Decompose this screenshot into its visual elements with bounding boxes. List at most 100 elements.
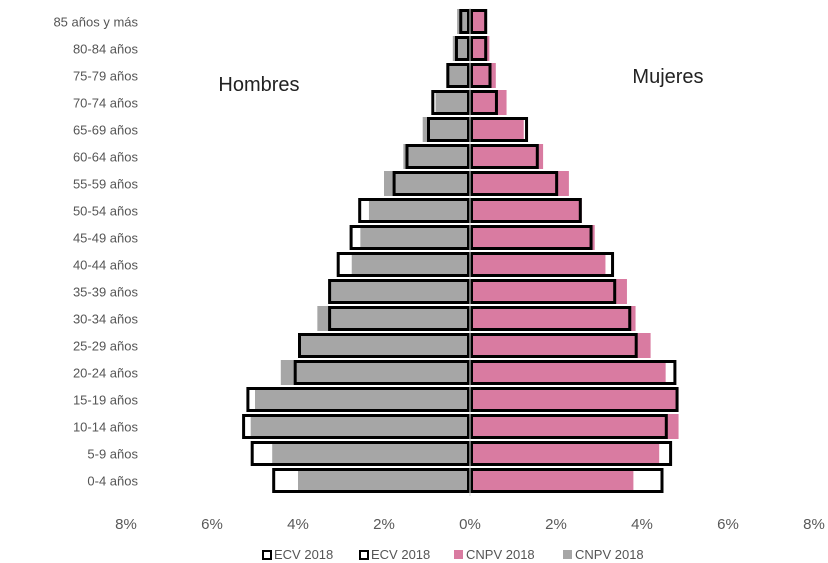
legend-swatch [262,550,272,560]
bar-cnpv-2018-men-4 [280,360,470,385]
bar-outline-ecv-2018-women-15 [470,63,492,88]
bar-outline-ecv-2018-men-7 [328,279,470,304]
bar-cnpv-2018-women-2 [470,414,679,439]
bar-cnpv-2018-women-0 [470,468,634,493]
bar-cnpv-2018-men-1 [272,441,470,466]
category-label: 5-9 años [87,447,138,462]
bar-cnpv-2018-women-9 [470,225,595,250]
bar-cnpv-2018-men-12 [403,144,470,169]
x-tick-label: 8% [115,516,137,533]
outline-bars-layer [242,9,679,493]
x-axis-tick-labels: 8% 6% 4% 2% 0% 2% 4% 6% 8% [115,516,825,533]
bar-cnpv-2018-men-0 [298,468,470,493]
bar-outline-ecv-2018-men-1 [250,441,470,466]
x-tick-label: 4% [287,516,309,533]
bar-cnpv-2018-men-9 [360,225,470,250]
bar-outline-ecv-2018-men-15 [446,63,471,88]
category-label: 20-24 años [73,366,139,381]
bar-outline-ecv-2018-women-12 [470,144,539,169]
bar-cnpv-2018-men-2 [250,414,470,439]
category-label: 40-44 años [73,258,139,273]
bar-outline-ecv-2018-men-8 [336,252,471,277]
x-tick-label: 6% [201,516,223,533]
category-label: 60-64 años [73,150,139,165]
bar-cnpv-2018-women-7 [470,279,627,304]
category-label: 55-59 años [73,177,139,192]
legend-swatch [454,550,463,559]
category-label: 30-34 años [73,312,139,327]
bar-outline-ecv-2018-women-16 [470,36,488,61]
bar-outline-ecv-2018-women-2 [470,414,668,439]
bar-cnpv-2018-men-6 [317,306,470,331]
x-tick-label: 0% [459,516,481,533]
bar-cnpv-2018-women-13 [470,117,524,142]
bar-cnpv-2018-women-4 [470,360,666,385]
bar-cnpv-2018-women-3 [470,387,679,412]
bar-outline-ecv-2018-men-3 [246,387,470,412]
x-tick-label: 8% [803,516,825,533]
bar-outline-ecv-2018-women-7 [470,279,617,304]
bar-cnpv-2018-women-12 [470,144,544,169]
category-label: 45-49 años [73,231,139,246]
category-label: 25-29 años [73,339,139,354]
bar-cnpv-2018-men-13 [422,117,470,142]
bar-outline-ecv-2018-men-2 [242,414,470,439]
bar-cnpv-2018-men-8 [351,252,470,277]
chart-legend: ECV 2018 ECV 2018 CNPV 2018 CNPV 2018 [262,547,644,562]
bar-outline-ecv-2018-men-16 [454,36,471,61]
bar-outline-ecv-2018-men-12 [405,144,470,169]
category-label: 75-79 años [73,69,139,84]
legend-swatch [563,550,572,559]
bar-cnpv-2018-men-11 [384,171,470,196]
bar-cnpv-2018-women-11 [470,171,569,196]
bar-cnpv-2018-men-5 [298,333,470,358]
category-label: 80-84 años [73,42,139,57]
bar-outline-ecv-2018-men-5 [298,333,470,358]
bar-cnpv-2018-women-10 [470,198,582,223]
x-tick-label: 4% [631,516,653,533]
legend-label: ECV 2018 [371,547,430,562]
bar-outline-ecv-2018-women-14 [470,90,498,115]
category-label: 85 años y más [53,15,138,30]
category-label: 10-14 años [73,420,139,435]
panel-label-men: Hombres [218,74,299,96]
category-label: 70-74 años [73,96,139,111]
bar-outline-ecv-2018-men-11 [392,171,471,196]
x-tick-label: 2% [545,516,567,533]
category-label: 35-39 años [73,285,139,300]
bar-outline-ecv-2018-women-6 [470,306,632,331]
bar-outline-ecv-2018-women-9 [470,225,593,250]
bar-cnpv-2018-men-14 [435,90,470,115]
bar-cnpv-2018-women-5 [470,333,651,358]
legend-label: CNPV 2018 [466,547,535,562]
bar-outline-ecv-2018-men-9 [349,225,471,250]
filled-bars-layer [250,9,679,493]
category-label: 0-4 años [87,474,138,489]
category-label: 50-54 años [73,204,139,219]
bar-outline-ecv-2018-women-3 [470,387,679,412]
bar-outline-ecv-2018-men-13 [427,117,470,142]
bar-cnpv-2018-women-8 [470,252,606,277]
bar-outline-ecv-2018-women-0 [470,468,664,493]
bar-outline-ecv-2018-men-4 [293,360,471,385]
bar-outline-ecv-2018-women-10 [470,198,582,223]
bar-outline-ecv-2018-women-8 [470,252,615,277]
bar-outline-ecv-2018-men-6 [328,306,470,331]
x-tick-label: 6% [717,516,739,533]
bar-cnpv-2018-men-15 [446,63,470,88]
bar-cnpv-2018-women-15 [470,63,496,88]
bar-outline-ecv-2018-men-0 [272,468,471,493]
bar-cnpv-2018-women-17 [470,9,486,34]
legend-swatch [359,550,369,560]
category-labels: 0-4 años 5-9 años 10-14 años 15-19 años 20-2… [53,15,138,489]
bar-cnpv-2018-men-3 [255,387,470,412]
bar-outline-ecv-2018-men-17 [459,9,470,34]
legend-label: CNPV 2018 [575,547,644,562]
bar-outline-ecv-2018-women-11 [470,171,559,196]
bar-outline-ecv-2018-men-14 [431,90,470,115]
legend-label: ECV 2018 [274,547,333,562]
x-tick-label: 2% [373,516,395,533]
bar-outline-ecv-2018-women-17 [470,9,488,34]
category-label: 65-69 años [73,123,139,138]
